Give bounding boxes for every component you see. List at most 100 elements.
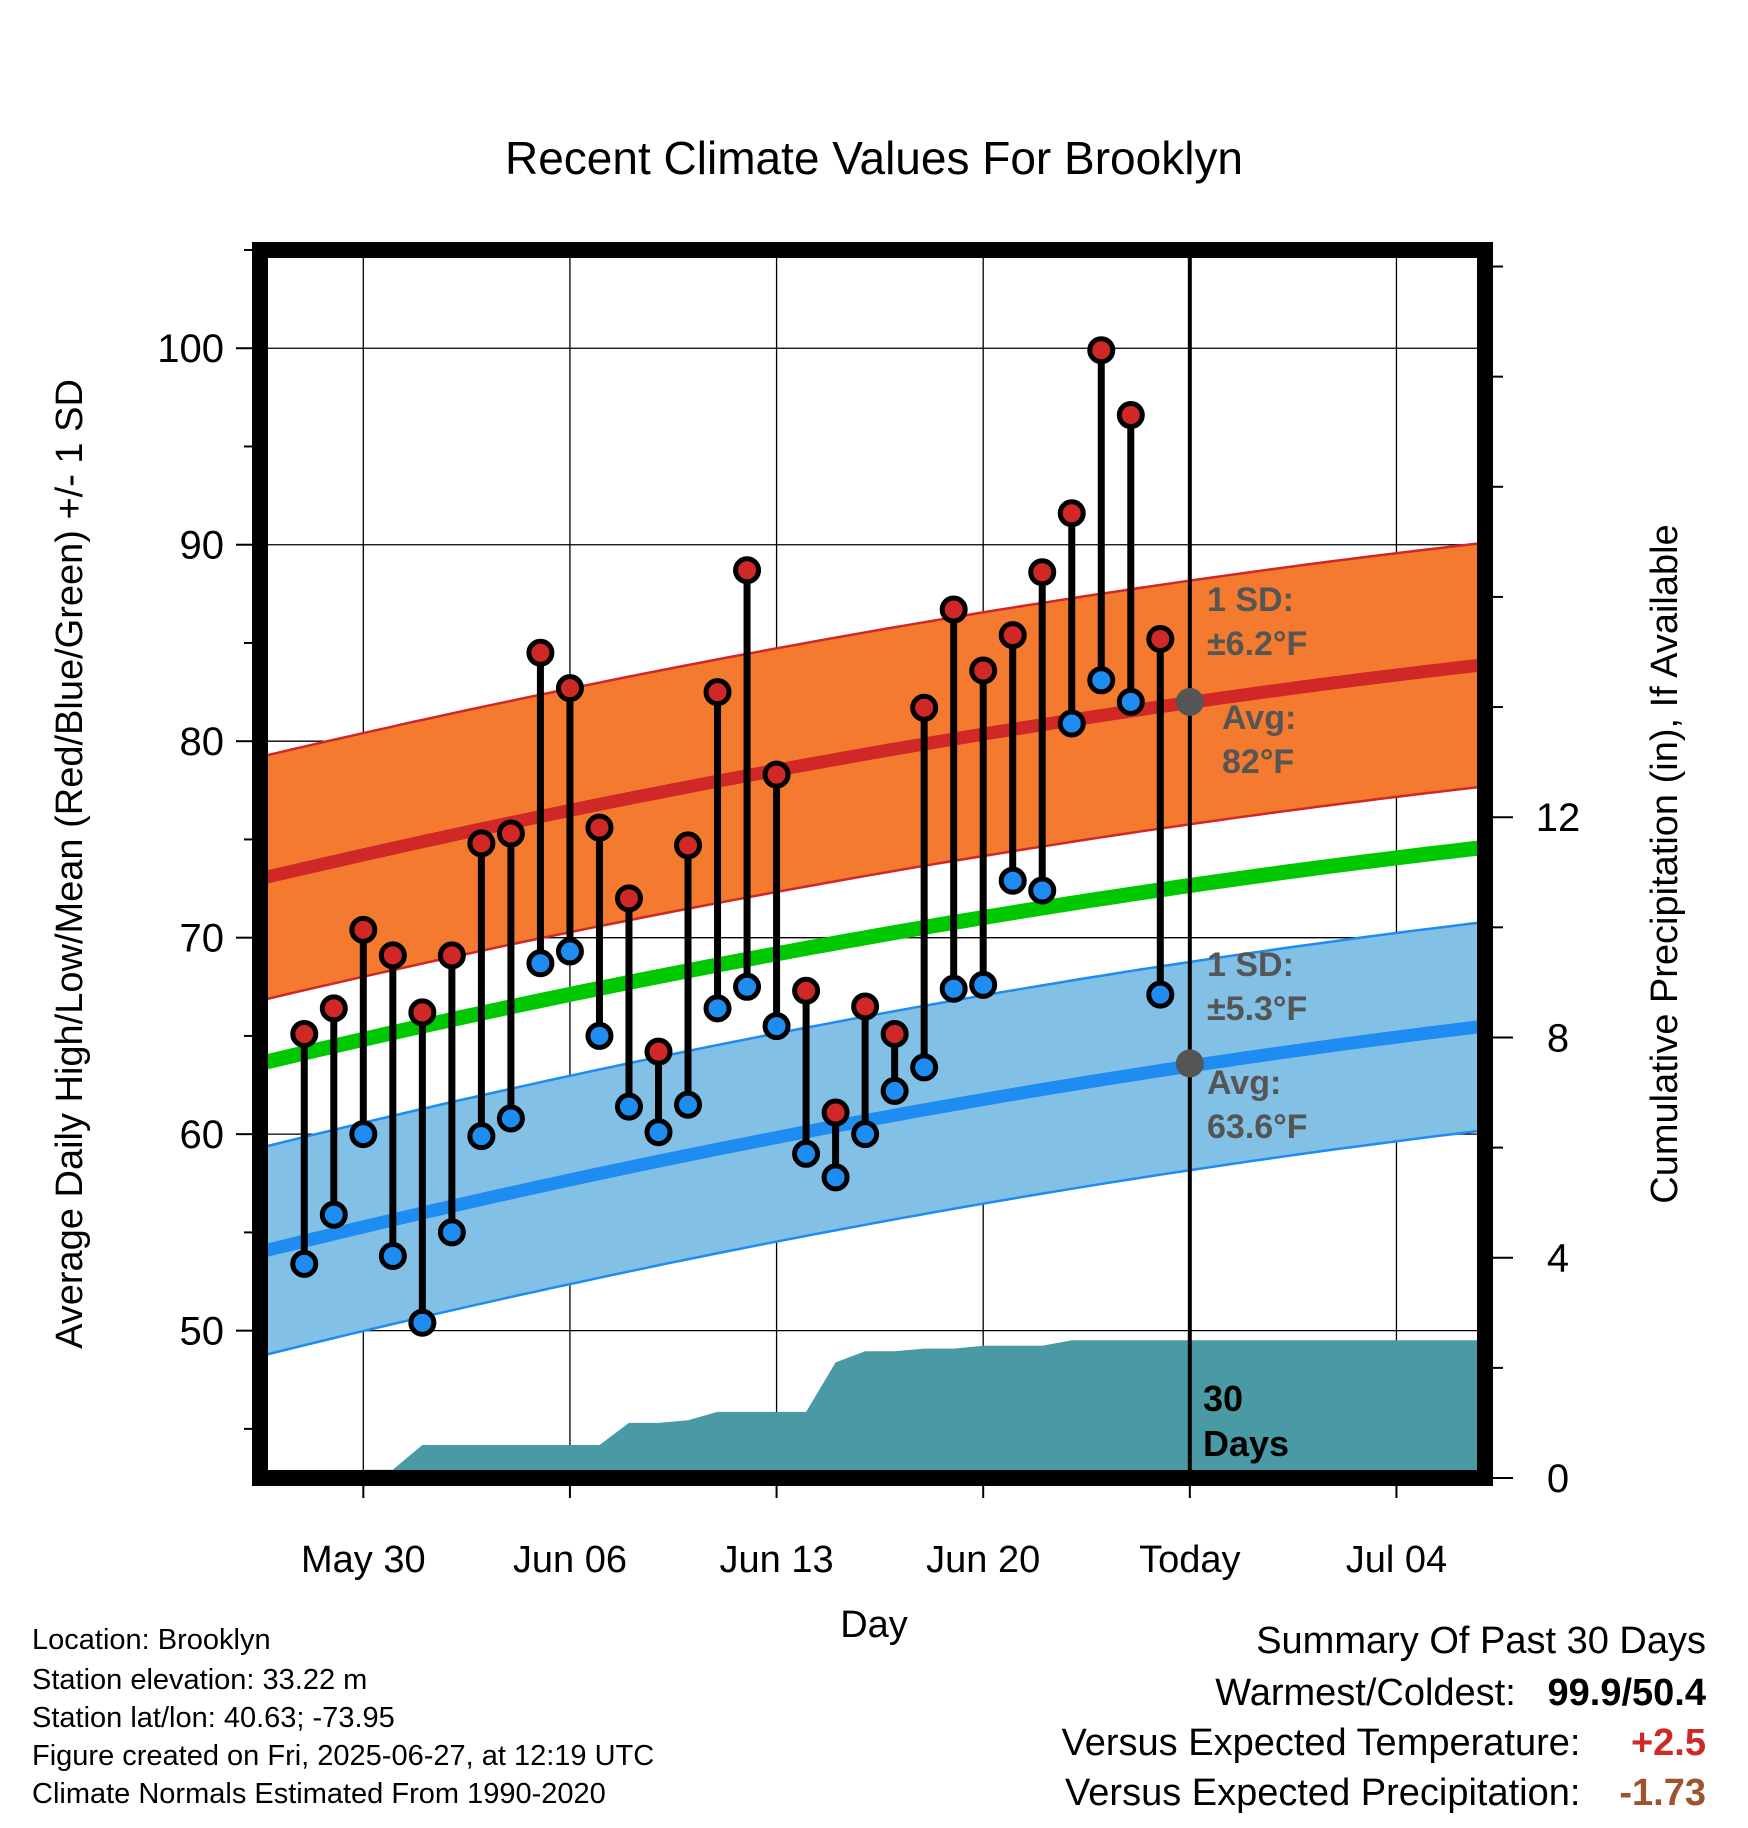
daily-low-point <box>1116 687 1145 716</box>
high-sd-upper-line <box>260 541 1485 759</box>
daily-low-point <box>910 1053 939 1082</box>
daily-low-point <box>939 974 968 1003</box>
normal-low-line <box>260 1019 1485 1259</box>
warm-cold-separator: / <box>1621 1672 1633 1714</box>
y-tick-label: 70 <box>180 917 225 961</box>
daily-low-point <box>1057 709 1086 738</box>
y-tick-label: 80 <box>180 720 225 764</box>
daily-high-point <box>910 693 939 722</box>
daily-low-point <box>1146 980 1175 1009</box>
daily-high-point <box>408 998 437 1027</box>
temp-value: +2.5 <box>1630 1722 1706 1764</box>
daily-range-bars <box>290 336 1175 1337</box>
daily-low-point <box>290 1249 319 1278</box>
daily-low-point <box>585 1021 614 1050</box>
info-location: Location: Brooklyn <box>32 1624 271 1656</box>
annotations: 1 SD: ±6.2°F Avg: 82°F 1 SD: ±5.3°F Avg: 63.6°F… <box>1175 250 1308 1478</box>
daily-low-point <box>319 1200 348 1229</box>
info-latlon: Station lat/lon: 40.63; -73.95 <box>32 1702 395 1734</box>
precip-days-label: 30 <box>1203 1378 1243 1419</box>
daily-high-point <box>526 638 555 667</box>
daily-low-point <box>792 1139 821 1168</box>
daily-high-point <box>1116 401 1145 430</box>
x-tick-label: Jun 06 <box>513 1539 627 1581</box>
summary-precip: Versus Expected Precipitation: -1.73 <box>1065 1772 1706 1815</box>
precipitation-area <box>304 1340 1485 1478</box>
warm-cold-label: Warmest/Coldest: <box>1215 1672 1516 1714</box>
chart-title: Recent Climate Values For Brooklyn <box>505 132 1243 184</box>
y2-tick-label: 4 <box>1547 1237 1569 1281</box>
info-elevation: Station elevation: 33.22 m <box>32 1664 368 1696</box>
daily-low-point <box>851 1120 880 1149</box>
daily-high-point <box>644 1037 673 1066</box>
station-info: Location: Brooklyn Station elevation: 33… <box>32 1623 654 1811</box>
daily-low-point <box>349 1120 378 1149</box>
daily-low-point <box>526 949 555 978</box>
x-tick-label: May 30 <box>301 1539 426 1581</box>
daily-high-point <box>614 884 643 913</box>
daily-low-point <box>1087 666 1116 695</box>
daily-low-point <box>408 1308 437 1337</box>
x-tick-label: Jul 04 <box>1346 1539 1447 1581</box>
daily-low-point <box>378 1241 407 1270</box>
y-tick-label: 90 <box>180 524 225 568</box>
daily-low-point <box>703 994 732 1023</box>
daily-high-point <box>880 1019 909 1048</box>
low-avg-label: Avg: <box>1207 1064 1281 1102</box>
daily-high-point <box>762 760 791 789</box>
summary-temp: Versus Expected Temperature: +2.5 <box>1062 1722 1706 1765</box>
high-sd-value: ±6.2°F <box>1207 625 1307 663</box>
summary-warm-cold: Warmest/Coldest: 99.9/50.4 <box>1215 1672 1706 1715</box>
high-avg-value: 82°F <box>1222 743 1294 781</box>
precip-label: Versus Expected Precipitation: <box>1065 1772 1581 1814</box>
daily-high-point <box>1146 625 1175 654</box>
y-axis-label: Average Daily High/Low/Mean (Red/Blue/Gr… <box>49 379 91 1349</box>
y2-axis-label: Cumulative Precipitation (in), If Availa… <box>1644 524 1686 1203</box>
warmest-value: 99.9 <box>1547 1672 1622 1714</box>
daily-high-point <box>1028 558 1057 587</box>
daily-low-point <box>614 1092 643 1121</box>
daily-low-point <box>644 1118 673 1147</box>
info-normals: Climate Normals Estimated From 1990-2020 <box>32 1778 606 1810</box>
precip-value: -1.73 <box>1619 1772 1706 1814</box>
low-avg-value: 63.6°F <box>1207 1108 1308 1146</box>
y2-tick-label: 0 <box>1547 1457 1569 1501</box>
low-sd-lower-line <box>260 1128 1485 1358</box>
x-tick-label: Jun 20 <box>926 1539 1040 1581</box>
daily-high-point <box>378 941 407 970</box>
daily-high-point <box>821 1098 850 1127</box>
daily-high-point <box>437 941 466 970</box>
low-avg-marker <box>1175 1049 1204 1078</box>
daily-high-point <box>290 1019 319 1048</box>
x-axis-label: Day <box>840 1604 908 1646</box>
daily-high-point <box>349 915 378 944</box>
daily-high-point <box>496 819 525 848</box>
temp-label: Versus Expected Temperature: <box>1061 1722 1581 1764</box>
daily-high-point <box>555 674 584 703</box>
daily-low-point <box>674 1090 703 1119</box>
daily-low-point <box>467 1122 496 1151</box>
daily-high-point <box>674 831 703 860</box>
cumulative-precip-area <box>304 1340 1485 1478</box>
daily-high-point <box>792 976 821 1005</box>
y2-tick-label: 8 <box>1547 1016 1569 1060</box>
daily-low-point <box>998 866 1027 895</box>
info-created: Figure created on Fri, 2025-06-27, at 12… <box>32 1740 655 1772</box>
daily-high-point <box>851 992 880 1021</box>
x-tick-label: Today <box>1139 1539 1240 1581</box>
precip-days-label: Days <box>1203 1423 1289 1464</box>
low-sd-value: ±5.3°F <box>1207 990 1307 1028</box>
daily-low-point <box>880 1076 909 1105</box>
daily-high-point <box>1057 499 1086 528</box>
daily-high-point <box>733 556 762 585</box>
daily-low-point <box>762 1012 791 1041</box>
high-sd-band <box>260 542 1485 1001</box>
daily-high-point <box>319 994 348 1023</box>
daily-low-point <box>969 970 998 999</box>
daily-low-point <box>555 937 584 966</box>
normal-high-line <box>260 658 1485 886</box>
daily-low-point <box>821 1163 850 1192</box>
coldest-value: 50.4 <box>1632 1672 1706 1714</box>
plot-frame <box>252 242 1493 1486</box>
